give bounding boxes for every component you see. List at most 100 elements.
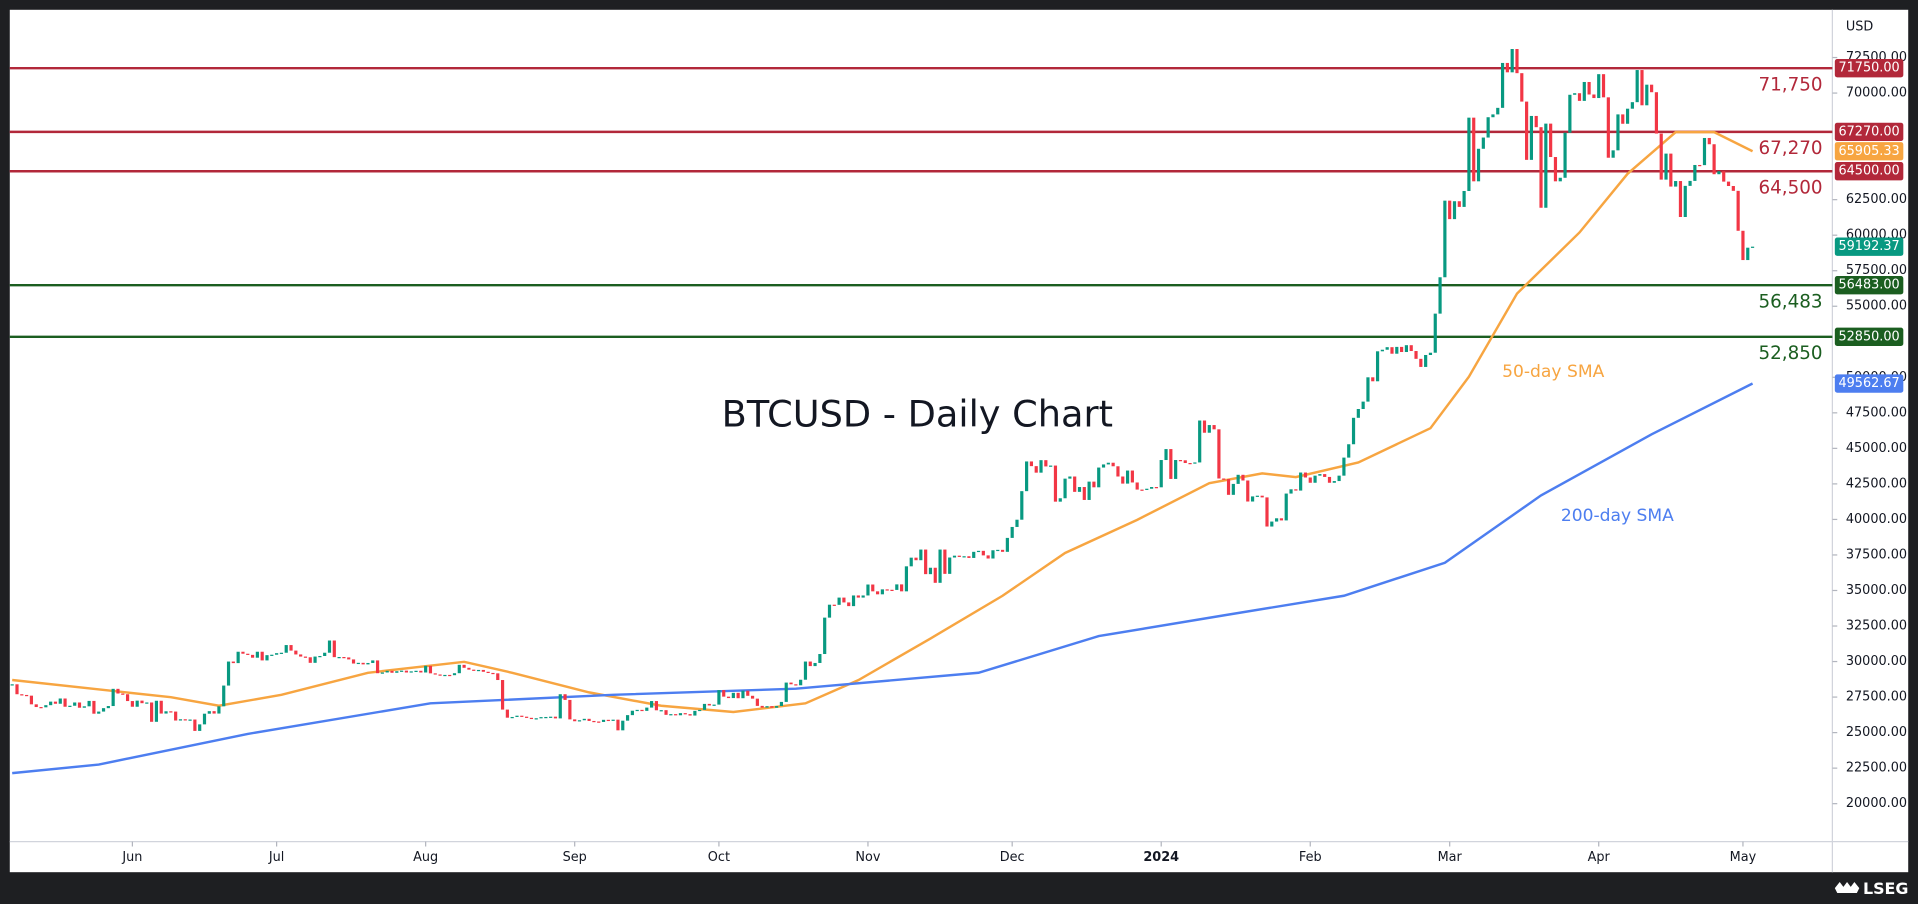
candle [1270,521,1274,527]
candle [1678,181,1683,217]
candle [1467,117,1471,191]
candle [500,680,505,710]
sma-line [12,382,1754,775]
candle [77,702,82,708]
candle [140,700,144,704]
sma-tag [1834,142,1904,161]
candle [1683,185,1687,217]
candle [390,670,394,673]
candle [991,550,995,559]
candle [534,718,538,720]
candle [1587,81,1591,95]
candle [957,555,961,557]
x-tick-label: Apr [1588,850,1611,865]
candle [265,655,269,661]
candle [1106,462,1110,465]
candle [823,617,827,655]
candle [693,710,697,716]
candle [1520,73,1524,102]
x-tick-label: Nov [855,850,880,865]
candle [20,694,24,696]
candle [765,706,769,708]
candle [688,714,692,716]
candle [58,698,62,704]
level-tag [1834,275,1904,295]
candle [1424,354,1428,367]
candle [938,549,942,583]
candle [1116,466,1120,477]
candle [1741,230,1745,261]
candle [1702,137,1707,166]
candle [1500,62,1505,108]
candle [202,713,207,725]
candle [746,690,750,696]
x-tick-label: Aug [413,850,438,865]
candle [275,653,279,655]
candle [1582,81,1586,101]
candle [10,684,14,686]
candle [1366,377,1370,402]
candle [1044,460,1048,467]
y-tick-label: 70000.00 [1846,86,1907,101]
candle [1669,153,1673,187]
candle [226,661,231,686]
candle [1616,114,1620,151]
candle [962,556,966,558]
candle [49,701,53,706]
candle [1597,74,1601,99]
sma-tag [1834,374,1904,393]
sma-tag-label: 65905.33 [1838,144,1899,159]
candle [1025,461,1029,492]
candle [116,688,120,694]
candle [1318,474,1322,476]
candle [1558,177,1562,182]
candle [1125,470,1130,484]
candle [395,671,399,673]
candle [1073,476,1077,492]
x-tick-label: Jul [268,850,284,865]
candle [404,670,409,673]
candle [914,557,918,561]
candle [1332,481,1336,483]
candle [1193,462,1197,464]
candle [928,567,933,575]
candle [1207,425,1211,433]
candle [683,713,687,715]
candle [712,704,716,706]
candle [1097,467,1101,488]
last-price-label: 59192.37 [1838,239,1899,254]
candle [1380,349,1384,352]
candle [1255,495,1259,497]
candle [1448,200,1452,220]
level-tag [1834,162,1904,181]
candle [1707,137,1711,145]
candle [549,716,553,718]
candle [1486,117,1490,138]
candle [827,604,832,618]
candle [250,654,255,658]
candle [1101,464,1106,468]
candle [1659,133,1663,180]
candle [361,662,365,665]
candle [1409,345,1413,352]
candle [842,597,846,603]
candle [635,709,639,712]
candle [717,690,721,705]
candle [981,550,985,556]
candle [323,652,327,657]
candle [803,661,808,680]
candle [212,711,216,714]
candle [25,694,29,697]
candle [505,709,509,718]
candle [948,557,952,574]
candle [577,720,582,722]
candle [1020,491,1024,520]
x-tick-label: Feb [1299,850,1322,865]
candle [924,549,928,575]
candle [366,662,370,665]
candle [866,584,870,596]
candle [1539,127,1543,208]
candle [260,651,264,661]
level-tag-label: 64500.00 [1838,164,1899,179]
